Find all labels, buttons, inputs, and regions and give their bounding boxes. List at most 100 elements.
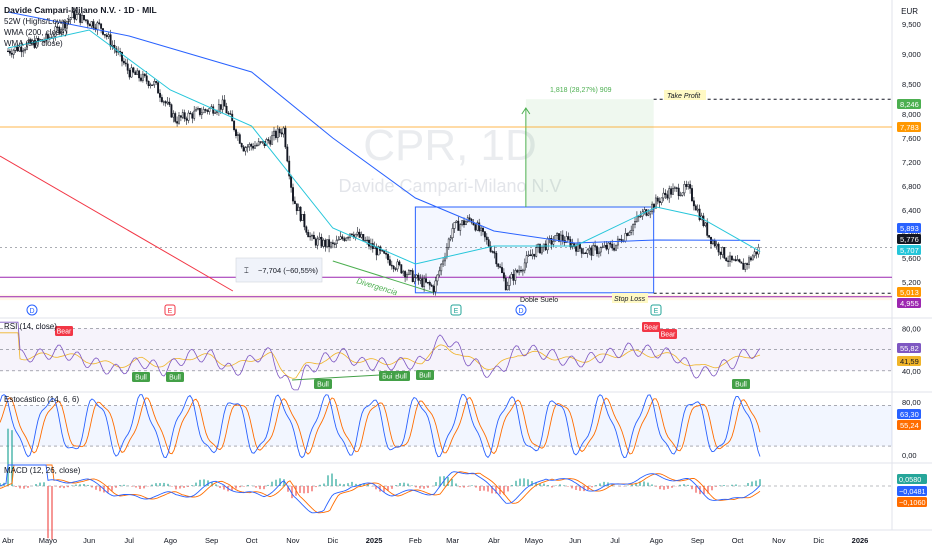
candle-body bbox=[637, 215, 640, 218]
price-label-text: 5,013 bbox=[900, 288, 919, 297]
candle-body bbox=[111, 44, 114, 47]
candle-body bbox=[381, 250, 384, 252]
candle-body bbox=[689, 184, 692, 189]
candle-body bbox=[480, 227, 483, 232]
candle-body bbox=[436, 274, 439, 282]
candle-body bbox=[257, 141, 260, 146]
bull-tag-bg bbox=[166, 372, 184, 382]
candle-body bbox=[673, 187, 676, 189]
candle-body bbox=[643, 209, 646, 213]
candle-body bbox=[672, 188, 674, 195]
macd-pane bbox=[0, 428, 892, 540]
candle-body bbox=[476, 222, 479, 231]
candle-body bbox=[140, 77, 142, 81]
candle-body bbox=[432, 285, 435, 292]
candle-body bbox=[394, 268, 397, 270]
time-tick-label: Jul bbox=[610, 536, 620, 545]
candle-body bbox=[309, 235, 312, 238]
indicator-52w-label[interactable]: 52W (Highs/Lows) bbox=[4, 17, 70, 26]
candle-body bbox=[683, 184, 686, 194]
candle-body bbox=[601, 246, 604, 248]
time-tick-label: Ago bbox=[164, 536, 177, 545]
candle-body bbox=[79, 13, 82, 23]
candle-body bbox=[406, 274, 408, 278]
stop-loss-label: Stop Loss bbox=[614, 296, 646, 303]
candle-body bbox=[457, 220, 460, 231]
candle-body bbox=[265, 139, 268, 146]
candle-body bbox=[753, 251, 756, 257]
stoch-tick-label: 0,00 bbox=[902, 451, 917, 460]
symbol-title[interactable]: Davide Campari-Milano N.V. · 1D · MIL bbox=[4, 5, 157, 15]
candle-body bbox=[706, 222, 709, 236]
currency-label[interactable]: EUR bbox=[901, 7, 918, 16]
candle-body bbox=[491, 251, 494, 253]
candle-body bbox=[725, 257, 728, 262]
candle-body bbox=[561, 234, 564, 241]
measure-box bbox=[235, 257, 323, 283]
candle-body bbox=[204, 109, 207, 111]
candle-body bbox=[10, 52, 13, 55]
candle-body bbox=[390, 264, 393, 267]
candle-body bbox=[90, 21, 93, 27]
time-tick-label: Nov bbox=[772, 536, 786, 545]
candle-body bbox=[616, 238, 619, 246]
candle-body bbox=[711, 240, 714, 244]
candle-body bbox=[626, 233, 629, 236]
macd-value-bg bbox=[897, 474, 927, 484]
macd-value-bg bbox=[897, 497, 927, 507]
candle-body bbox=[413, 277, 416, 282]
candle-body bbox=[84, 19, 87, 21]
candle-body bbox=[316, 238, 319, 246]
candle-body bbox=[189, 112, 192, 115]
event-dividend-marker bbox=[26, 304, 38, 316]
candle-body bbox=[544, 243, 547, 251]
price-axis[interactable]: 9,500 9,000 8,500 8,000 7,600 7,200 6,800 6,400… bbox=[897, 20, 927, 507]
candle-body bbox=[531, 253, 534, 257]
rsi-title[interactable]: RSI (14, close) bbox=[4, 322, 57, 331]
candle-body bbox=[29, 39, 32, 44]
candle-body bbox=[170, 104, 173, 118]
candle-body bbox=[635, 216, 638, 222]
candle-body bbox=[527, 254, 530, 256]
macd-title[interactable]: MACD (12, 26, close) bbox=[4, 466, 81, 475]
rsi-value-bg bbox=[897, 356, 921, 366]
candle-body bbox=[77, 13, 80, 15]
candle-body bbox=[651, 203, 654, 213]
price-label-text: 5,893 bbox=[900, 224, 919, 233]
candle-body bbox=[407, 270, 410, 275]
rsi-line bbox=[0, 321, 761, 391]
stop-zone bbox=[0, 294, 892, 301]
time-axis[interactable]: Abr Mayo Jun Jul Ago Sep Oct Nov Dic 2025 Feb Mar Ab… bbox=[2, 536, 868, 545]
candle-body bbox=[164, 101, 167, 104]
candle-body bbox=[461, 220, 464, 225]
candle-body bbox=[535, 247, 538, 257]
candle-body bbox=[740, 261, 743, 264]
time-tick-label: Mayo bbox=[525, 536, 543, 545]
candle-body bbox=[675, 187, 678, 189]
candle-body bbox=[333, 243, 336, 245]
indicator-wma50-label[interactable]: WMA (50, close) bbox=[4, 39, 63, 48]
candle-body bbox=[409, 270, 412, 272]
candle-body bbox=[571, 243, 574, 248]
bear-tag-bg bbox=[55, 326, 73, 336]
stoch-title[interactable]: Estocástico (14, 6, 6) bbox=[4, 395, 80, 404]
candle-body bbox=[738, 259, 741, 263]
candle-body bbox=[92, 21, 95, 29]
time-tick-label: Dic bbox=[813, 536, 824, 545]
double-bottom-box bbox=[414, 206, 655, 294]
candle-body bbox=[246, 146, 249, 148]
candle-body bbox=[717, 243, 720, 253]
candle-body bbox=[400, 264, 403, 274]
candle-body bbox=[102, 28, 104, 35]
candle-body bbox=[550, 238, 553, 245]
stoch-value-bg bbox=[897, 420, 921, 430]
candle-body bbox=[639, 215, 642, 218]
event-marker-label: D bbox=[29, 308, 34, 315]
candle-body bbox=[56, 26, 59, 28]
candle-body bbox=[713, 240, 716, 247]
indicator-wma200-label[interactable]: WMA (200, close) bbox=[4, 28, 68, 37]
candle-body bbox=[525, 255, 528, 264]
candle-body bbox=[223, 99, 226, 107]
